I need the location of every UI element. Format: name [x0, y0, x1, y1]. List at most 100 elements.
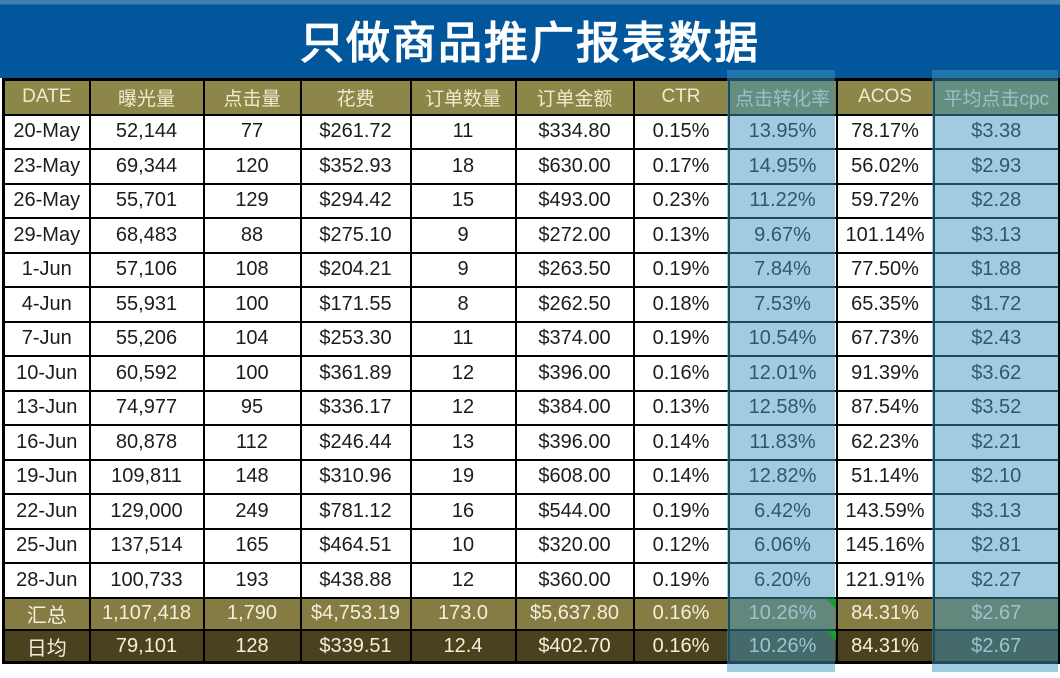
table-row-4: 1-Jun 57,106 108 $204.21 9 $263.50 0.19% 7.84% 7… — [2, 251, 1060, 288]
table-row-0: 20-May 52,144 77 $261.72 11 $334.80 0.15% 13.95… — [2, 113, 1060, 150]
table-row-8-cell-3: $336.17 — [299, 389, 412, 426]
table-row-12-cell-2: 165 — [202, 527, 302, 564]
table-row-1-cell-1: 69,344 — [88, 148, 205, 185]
table-row-8-cell-7: 12.58% — [727, 389, 838, 426]
table-row-10-cell-9: $2.10 — [932, 458, 1060, 495]
column-header-5: 订单金额 — [514, 78, 635, 116]
table-row-3-cell-4: 9 — [409, 217, 517, 254]
table-row-10-cell-6: 0.14% — [632, 458, 730, 495]
average-row-cell-7: 10.26% — [727, 629, 838, 664]
comment-marker-icon — [825, 631, 835, 641]
average-row-cell-2: 128 — [202, 629, 302, 664]
average-row: 日均 79,101 128 $339.51 12.4 $402.70 0.16% 10.26%… — [2, 629, 1060, 664]
column-header-9: 平均点击cpc — [932, 78, 1060, 116]
total-row-cell-7: 10.26% — [727, 596, 838, 631]
table-row-4-cell-9: $1.88 — [932, 251, 1060, 288]
table-row-12: 25-Jun 137,514 165 $464.51 10 $320.00 0.12% 6.0… — [2, 527, 1060, 564]
table-row-2-cell-9: $2.28 — [932, 182, 1060, 219]
column-header-0: DATE — [2, 78, 91, 116]
table-row-12-cell-8: 145.16% — [835, 527, 935, 564]
table-row-7: 10-Jun 60,592 100 $361.89 12 $396.00 0.16% 12.0… — [2, 355, 1060, 392]
table-row-12-cell-4: 10 — [409, 527, 517, 564]
column-header-7: 点击转化率 — [727, 78, 838, 116]
average-row-cell-6: 0.16% — [632, 629, 730, 664]
total-row-cell-2: 1,790 — [202, 596, 302, 631]
table-row-9-cell-4: 13 — [409, 424, 517, 461]
table-row-6-cell-7: 10.54% — [727, 320, 838, 357]
table-row-1-cell-6: 0.17% — [632, 148, 730, 185]
column-header-1: 曝光量 — [88, 78, 205, 116]
table-row-9-cell-6: 0.14% — [632, 424, 730, 461]
table-row-12-cell-7: 6.06% — [727, 527, 838, 564]
table-row-4-cell-7: 7.84% — [727, 251, 838, 288]
table-row-3-cell-9: $3.13 — [932, 217, 1060, 254]
table-row-2-cell-5: $493.00 — [514, 182, 635, 219]
table-row-12-cell-6: 0.12% — [632, 527, 730, 564]
table-row-5-cell-8: 65.35% — [835, 286, 935, 323]
table-row-5-cell-7: 7.53% — [727, 286, 838, 323]
table-row-5-cell-1: 55,931 — [88, 286, 205, 323]
table-row-9-cell-7: 11.83% — [727, 424, 838, 461]
table-row-13-cell-4: 12 — [409, 562, 517, 599]
column-header-4: 订单数量 — [409, 78, 517, 116]
table-row-9-cell-3: $246.44 — [299, 424, 412, 461]
table-row-5-cell-9: $1.72 — [932, 286, 1060, 323]
total-row-cell-5: $5,637.80 — [514, 596, 635, 631]
table-row-3-cell-2: 88 — [202, 217, 302, 254]
table-row-7-cell-0: 10-Jun — [2, 355, 91, 392]
table-row-7-cell-7: 12.01% — [727, 355, 838, 392]
table-row-6-cell-0: 7-Jun — [2, 320, 91, 357]
table-row-0-cell-4: 11 — [409, 113, 517, 150]
table-row-7-cell-2: 100 — [202, 355, 302, 392]
total-row-cell-8: 84.31% — [835, 596, 935, 631]
column-header-6: CTR — [632, 78, 730, 116]
table-row-13-cell-6: 0.19% — [632, 562, 730, 599]
table-row-0-cell-0: 20-May — [2, 113, 91, 150]
total-row-cell-3: $4,753.19 — [299, 596, 412, 631]
table-row-9-cell-1: 80,878 — [88, 424, 205, 461]
table-row-1-cell-3: $352.93 — [299, 148, 412, 185]
average-row-cell-5: $402.70 — [514, 629, 635, 664]
table-row-1-cell-7: 14.95% — [727, 148, 838, 185]
table-row-6-cell-3: $253.30 — [299, 320, 412, 357]
table-row-0-cell-6: 0.15% — [632, 113, 730, 150]
table-row-8-cell-9: $3.52 — [932, 389, 1060, 426]
table-row-10: 19-Jun 109,811 148 $310.96 19 $608.00 0.14% 12.… — [2, 458, 1060, 495]
table-row-11-cell-2: 249 — [202, 493, 302, 530]
table-row-4-cell-3: $204.21 — [299, 251, 412, 288]
table-row-12-cell-9: $2.81 — [932, 527, 1060, 564]
table-row-5-cell-6: 0.18% — [632, 286, 730, 323]
table-row-10-cell-8: 51.14% — [835, 458, 935, 495]
total-row-cell-0: 汇总 — [2, 596, 91, 631]
table-row-7-cell-5: $396.00 — [514, 355, 635, 392]
table-row-3-cell-7: 9.67% — [727, 217, 838, 254]
table-row-13-cell-9: $2.27 — [932, 562, 1060, 599]
table-row-4-cell-5: $263.50 — [514, 251, 635, 288]
table-row-8-cell-6: 0.13% — [632, 389, 730, 426]
table-row-3-cell-1: 68,483 — [88, 217, 205, 254]
table-body: 20-May 52,144 77 $261.72 11 $334.80 0.15% 13.95… — [2, 113, 1060, 664]
table-row-11-cell-8: 143.59% — [835, 493, 935, 530]
table-row-10-cell-2: 148 — [202, 458, 302, 495]
table-row-11-cell-9: $3.13 — [932, 493, 1060, 530]
table-row-0-cell-2: 77 — [202, 113, 302, 150]
average-row-cell-9: $2.67 — [932, 629, 1060, 664]
table-row-11-cell-4: 16 — [409, 493, 517, 530]
table-row-5: 4-Jun 55,931 100 $171.55 8 $262.50 0.18% 7.53% 6… — [2, 286, 1060, 323]
table-row-5-cell-3: $171.55 — [299, 286, 412, 323]
table-row-8: 13-Jun 74,977 95 $336.17 12 $384.00 0.13% 12.58… — [2, 389, 1060, 426]
table-row-11: 22-Jun 129,000 249 $781.12 16 $544.00 0.19% 6.4… — [2, 493, 1060, 530]
table-row-7-cell-6: 0.16% — [632, 355, 730, 392]
table-row-3-cell-5: $272.00 — [514, 217, 635, 254]
table-row-9-cell-5: $396.00 — [514, 424, 635, 461]
table-row-7-cell-8: 91.39% — [835, 355, 935, 392]
table-row-8-cell-2: 95 — [202, 389, 302, 426]
table-row-10-cell-1: 109,811 — [88, 458, 205, 495]
table-row-9-cell-2: 112 — [202, 424, 302, 461]
table-row-10-cell-3: $310.96 — [299, 458, 412, 495]
table-row-0-cell-1: 52,144 — [88, 113, 205, 150]
table-row-1-cell-0: 23-May — [2, 148, 91, 185]
table-row-8-cell-0: 13-Jun — [2, 389, 91, 426]
table-row-9-cell-9: $2.21 — [932, 424, 1060, 461]
table-row-0-cell-3: $261.72 — [299, 113, 412, 150]
